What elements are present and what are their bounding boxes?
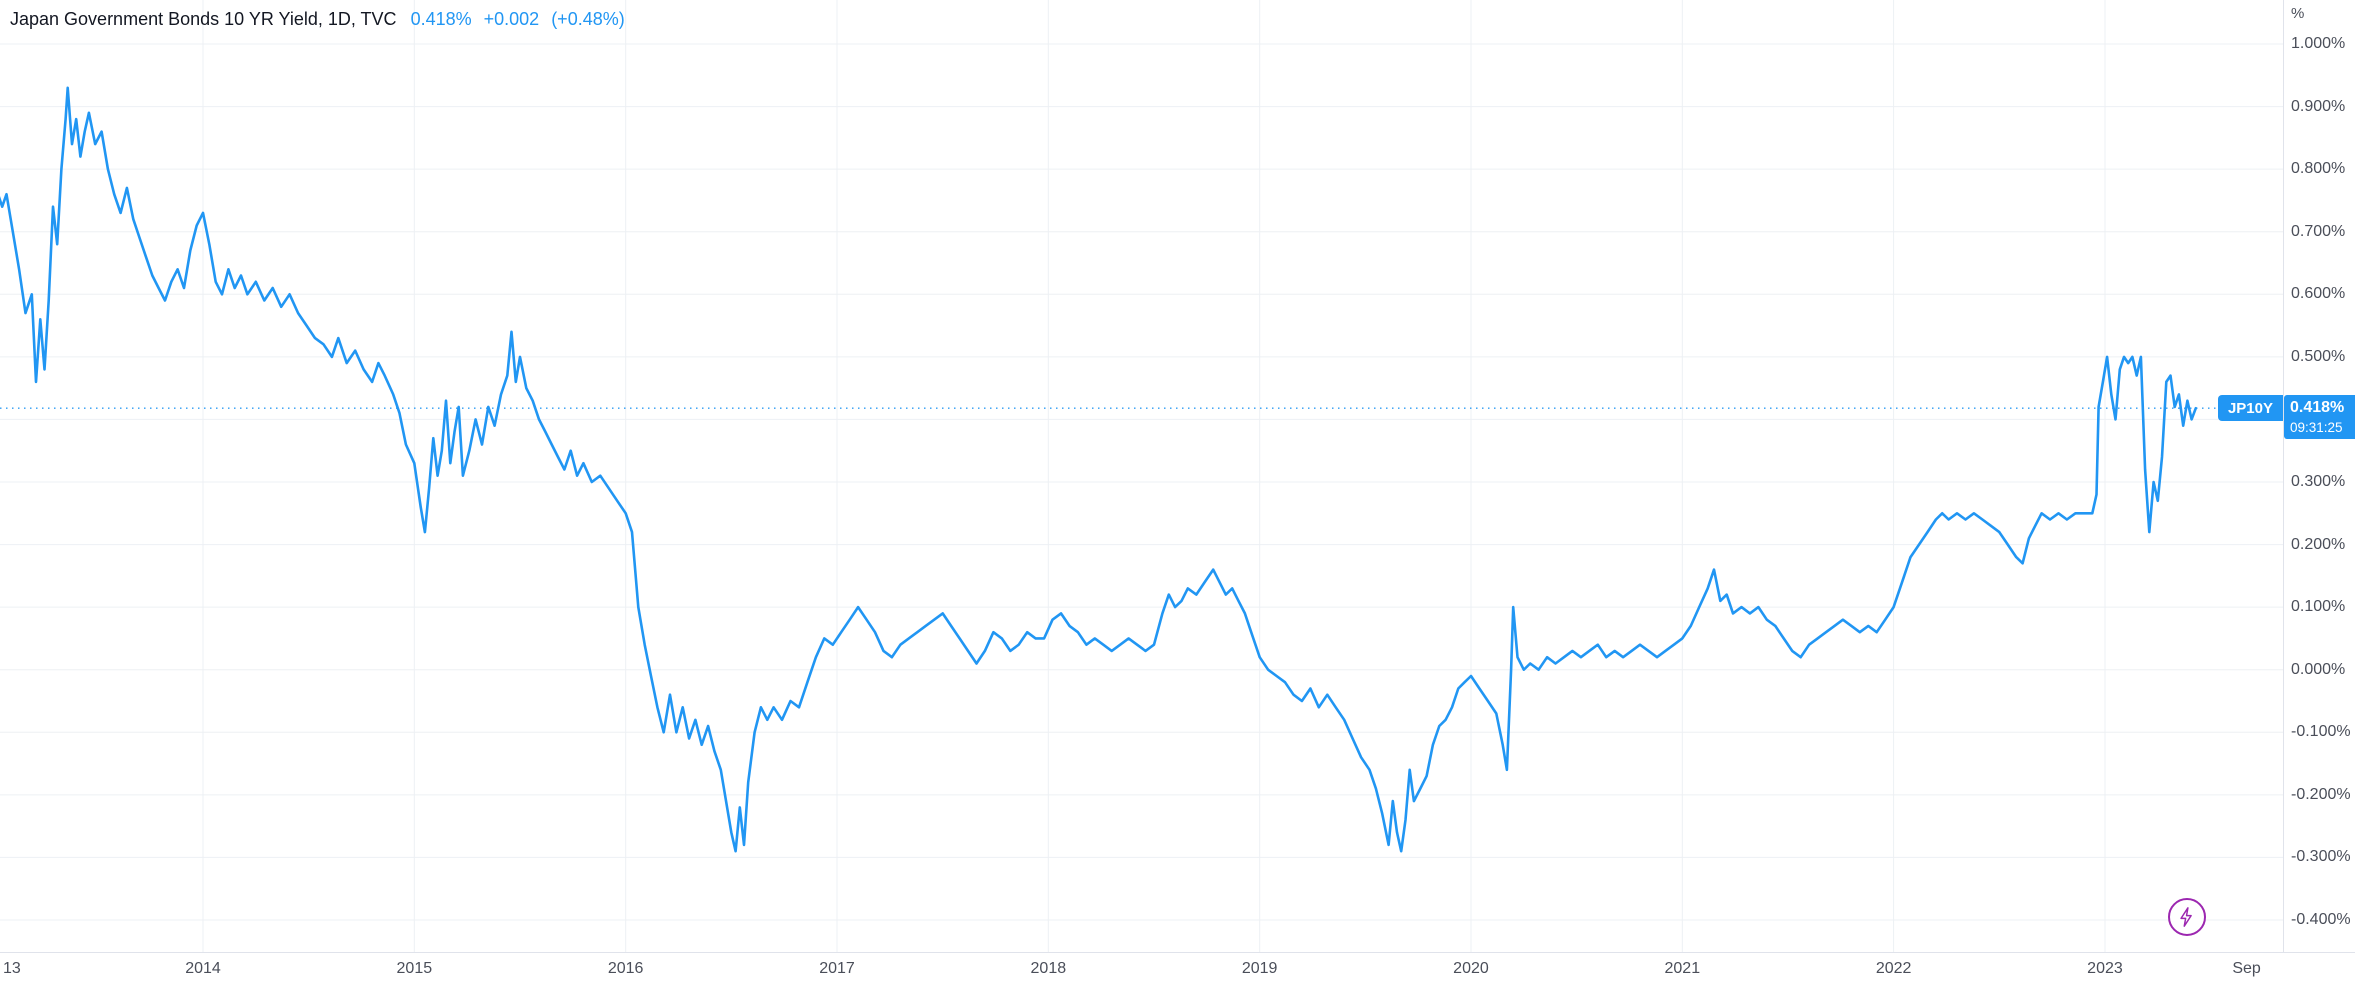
price-axis-unit-label: % bbox=[2291, 5, 2305, 22]
price-tick-label: 0.100% bbox=[2291, 598, 2346, 616]
price-tick-label: 0.000% bbox=[2291, 660, 2346, 678]
price-change-percent: (+0.48%) bbox=[551, 9, 625, 29]
lightning-bolt-button[interactable] bbox=[2168, 898, 2206, 936]
time-tick-label: 2020 bbox=[1453, 960, 1489, 977]
last-price-value: 0.418% bbox=[410, 9, 472, 29]
symbol-description[interactable]: Japan Government Bonds 10 YR Yield, 1D, … bbox=[10, 9, 397, 29]
price-tick-label: 0.900% bbox=[2291, 97, 2346, 115]
price-tick-label: 0.600% bbox=[2291, 285, 2346, 303]
time-tick-label: 2023 bbox=[2087, 960, 2123, 977]
series-price-tag-label: JP10Y bbox=[2227, 399, 2273, 417]
chart-legend: Japan Government Bonds 10 YR Yield, 1D, … bbox=[10, 8, 625, 30]
price-tick-label: 0.300% bbox=[2291, 472, 2346, 490]
lightning-bolt-icon bbox=[2180, 907, 2192, 927]
time-tick-label: 2016 bbox=[607, 960, 644, 977]
time-tick-label: Sep bbox=[2232, 960, 2261, 977]
price-tick-label: 1.000% bbox=[2291, 35, 2346, 52]
price-tick-label: 0.200% bbox=[2291, 535, 2346, 553]
bar-close-countdown: 09:31:25 bbox=[2290, 420, 2343, 436]
price-tick-label: -0.300% bbox=[2291, 848, 2351, 866]
price-tick-label: 0.500% bbox=[2291, 347, 2346, 365]
price-tick-label: 0.800% bbox=[2291, 160, 2346, 178]
price-tick-label: -0.400% bbox=[2291, 910, 2351, 928]
time-tick-label: 2015 bbox=[396, 960, 433, 977]
time-tick-label: 2021 bbox=[1664, 960, 1701, 977]
price-change-absolute: +0.002 bbox=[483, 9, 540, 29]
time-tick-label: 13 bbox=[3, 960, 21, 977]
chart-plot-area[interactable]: Japan Government Bonds 10 YR Yield, 1D, … bbox=[0, 0, 2283, 952]
price-tick-label: 0.700% bbox=[2291, 222, 2346, 240]
current-price-value: 0.418% bbox=[2290, 399, 2345, 417]
time-tick-label: 2014 bbox=[185, 960, 221, 977]
series-price-tag: JP10Y bbox=[2217, 395, 2283, 422]
price-tick-label: -0.100% bbox=[2291, 723, 2351, 741]
time-tick-label: 2022 bbox=[1875, 960, 1912, 977]
current-price-axis-label: 0.418% 09:31:25 bbox=[2284, 395, 2355, 440]
time-tick-label: 2017 bbox=[819, 960, 855, 977]
price-series-canvas[interactable] bbox=[0, 0, 2283, 952]
price-tick-label: -0.200% bbox=[2291, 785, 2351, 803]
time-tick-label: 2018 bbox=[1030, 960, 1067, 977]
time-axis[interactable]: 13 2014 2015 2016 2017 2018 2019 2020 2021 2022 20… bbox=[0, 952, 2355, 985]
time-tick-label: 2019 bbox=[1241, 960, 1278, 977]
price-axis[interactable]: % 0.418% 09:31:25 1.000% 0.900% 0.800% 0.70… bbox=[2283, 0, 2355, 985]
